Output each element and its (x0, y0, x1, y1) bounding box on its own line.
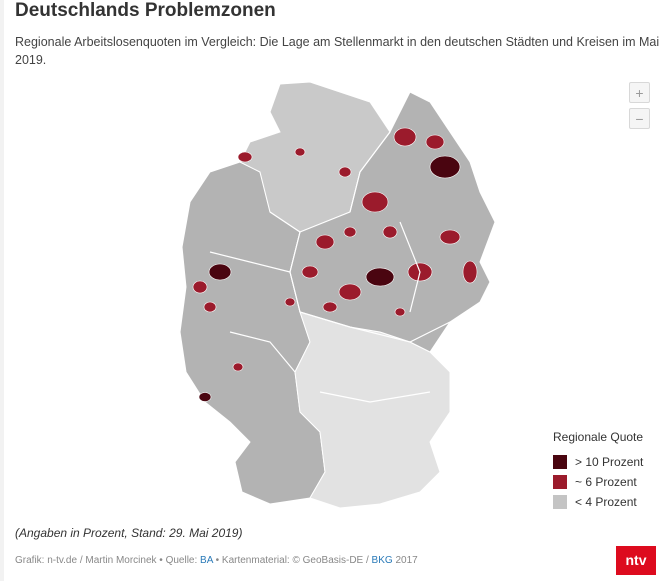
state-border (349, 131, 391, 213)
data-note: (Angaben in Prozent, Stand: 29. Mai 2019… (15, 526, 243, 540)
zoom-out-button[interactable]: − (629, 108, 650, 129)
germany-map[interactable] (150, 72, 510, 512)
credits-line: Grafik: n-tv.de / Martin Morcinek • Quel… (15, 555, 418, 566)
map-district-hotspot[interactable] (429, 155, 461, 179)
state-border (209, 251, 291, 273)
map-district-hotspot[interactable] (232, 362, 244, 372)
legend-label-high: > 10 Prozent (575, 455, 644, 469)
map-district-hotspot[interactable] (315, 234, 335, 250)
map-district-hotspot[interactable] (322, 301, 338, 313)
map-district-hotspot[interactable] (439, 229, 461, 245)
legend-label-low: < 4 Prozent (575, 495, 637, 509)
map-district-hotspot[interactable] (343, 226, 357, 238)
map-district-hotspot[interactable] (301, 265, 319, 279)
legend-item-high: > 10 Prozent (553, 452, 643, 472)
map-district-hotspot[interactable] (198, 392, 212, 402)
legend-title: Regionale Quote (553, 430, 644, 444)
map-source-link[interactable]: BKG (371, 555, 393, 566)
credits-middle: • Kartenmaterial: © GeoBasis-DE / (212, 555, 372, 566)
state-border (399, 221, 421, 313)
page-subtitle: Regionale Arbeitslosenquoten im Vergleic… (15, 35, 660, 67)
legend-swatch-low (553, 495, 567, 509)
state-border (299, 311, 451, 343)
map-district-hotspot[interactable] (338, 283, 362, 301)
map-district-hotspot[interactable] (425, 134, 445, 150)
legend-swatch-medium (553, 475, 567, 489)
page-title: Deutschlands Problemzonen (15, 0, 276, 21)
map-district-hotspot[interactable] (393, 127, 417, 147)
state-border (319, 391, 431, 403)
map-district-hotspot[interactable] (462, 260, 478, 284)
map-district-hotspot[interactable] (192, 280, 208, 294)
source-link[interactable]: BA (200, 555, 213, 566)
map-district-hotspot[interactable] (294, 147, 306, 157)
map-district-hotspot[interactable] (382, 225, 398, 239)
state-border (269, 211, 301, 313)
map-district-hotspot[interactable] (237, 151, 253, 163)
map-district-hotspot[interactable] (365, 267, 395, 287)
credits-prefix: Grafik: n-tv.de / Martin Morcinek • Quel… (15, 555, 201, 566)
map-district-hotspot[interactable] (203, 301, 217, 313)
state-border (229, 331, 296, 373)
page-frame (0, 0, 4, 581)
map-district-hotspot[interactable] (208, 263, 232, 281)
ntv-logo: ntv (616, 546, 656, 575)
map-district-hotspot[interactable] (338, 166, 352, 178)
legend-item-low: < 4 Prozent (553, 492, 643, 512)
legend-label-medium: ~ 6 Prozent (575, 475, 637, 489)
map-legend: Regionale Quote > 10 Prozent ~ 6 Prozent… (553, 430, 643, 512)
legend-swatch-high (553, 455, 567, 469)
zoom-in-button[interactable]: + (629, 82, 650, 103)
map-district-hotspot[interactable] (394, 307, 406, 317)
credits-year: 2017 (392, 555, 418, 566)
map-district-hotspot[interactable] (361, 191, 389, 213)
legend-item-medium: ~ 6 Prozent (553, 472, 643, 492)
map-district-hotspot[interactable] (284, 297, 296, 307)
